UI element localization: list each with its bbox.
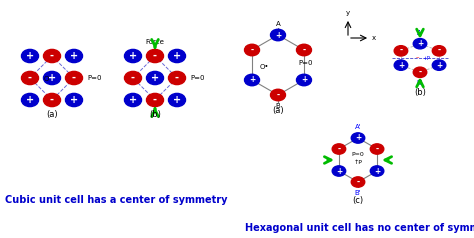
Text: y: y bbox=[346, 10, 350, 16]
Ellipse shape bbox=[332, 166, 346, 176]
Text: Hexagonal unit cell has no center of symmet: Hexagonal unit cell has no center of sym… bbox=[245, 223, 474, 233]
Ellipse shape bbox=[65, 93, 82, 107]
Ellipse shape bbox=[245, 74, 260, 86]
Ellipse shape bbox=[44, 71, 61, 84]
Ellipse shape bbox=[168, 50, 185, 63]
Text: -: - bbox=[400, 46, 402, 55]
Ellipse shape bbox=[21, 93, 38, 107]
Text: (b): (b) bbox=[149, 109, 161, 119]
Ellipse shape bbox=[370, 144, 384, 154]
Ellipse shape bbox=[44, 50, 61, 63]
Text: -: - bbox=[276, 90, 280, 99]
Ellipse shape bbox=[65, 71, 82, 84]
Text: +: + bbox=[398, 61, 404, 70]
Text: +: + bbox=[336, 167, 342, 175]
Text: -: - bbox=[302, 45, 306, 55]
Ellipse shape bbox=[432, 46, 446, 56]
Ellipse shape bbox=[351, 133, 365, 143]
Text: A': A' bbox=[417, 30, 423, 36]
Text: +: + bbox=[355, 134, 361, 143]
Text: +: + bbox=[374, 167, 380, 175]
Text: +: + bbox=[275, 30, 281, 40]
Text: (b): (b) bbox=[414, 88, 426, 97]
Ellipse shape bbox=[394, 46, 408, 56]
Text: Force: Force bbox=[146, 39, 164, 45]
Text: -: - bbox=[356, 178, 360, 187]
Text: -: - bbox=[250, 45, 254, 55]
Text: +: + bbox=[151, 73, 159, 83]
Text: P=0: P=0 bbox=[352, 153, 365, 158]
Ellipse shape bbox=[125, 93, 142, 107]
Text: P=0: P=0 bbox=[190, 75, 204, 81]
Ellipse shape bbox=[168, 93, 185, 107]
Text: -: - bbox=[175, 73, 179, 83]
Text: -: - bbox=[131, 73, 135, 83]
Text: +: + bbox=[249, 75, 255, 84]
Ellipse shape bbox=[432, 60, 446, 70]
Ellipse shape bbox=[394, 60, 408, 70]
Ellipse shape bbox=[245, 44, 260, 56]
Text: A: A bbox=[275, 21, 281, 27]
Text: -: - bbox=[153, 95, 157, 105]
Text: B': B' bbox=[417, 80, 423, 86]
Text: P=0: P=0 bbox=[298, 60, 312, 66]
Text: -: - bbox=[419, 68, 421, 77]
Ellipse shape bbox=[351, 177, 365, 187]
Ellipse shape bbox=[271, 89, 285, 101]
Ellipse shape bbox=[21, 71, 38, 84]
Text: A': A' bbox=[355, 124, 361, 130]
Text: (c): (c) bbox=[353, 195, 364, 204]
Ellipse shape bbox=[146, 71, 164, 84]
Text: B: B bbox=[275, 103, 281, 109]
Ellipse shape bbox=[370, 166, 384, 176]
Text: +: + bbox=[48, 73, 56, 83]
Ellipse shape bbox=[125, 50, 142, 63]
Text: x: x bbox=[372, 35, 376, 41]
Text: +: + bbox=[417, 39, 423, 48]
Ellipse shape bbox=[168, 71, 185, 84]
Ellipse shape bbox=[413, 39, 427, 49]
Text: -: - bbox=[50, 51, 54, 61]
Text: (a): (a) bbox=[272, 106, 284, 115]
Text: +: + bbox=[173, 95, 181, 105]
Text: (a): (a) bbox=[46, 109, 58, 119]
Text: O: O bbox=[43, 76, 49, 82]
Text: +: + bbox=[26, 51, 34, 61]
Text: -: - bbox=[50, 95, 54, 105]
Text: -: - bbox=[72, 73, 76, 83]
Text: B': B' bbox=[355, 190, 361, 196]
Ellipse shape bbox=[65, 50, 82, 63]
Ellipse shape bbox=[125, 71, 142, 84]
Text: -: - bbox=[337, 144, 340, 154]
Text: +: + bbox=[26, 95, 34, 105]
Text: -: - bbox=[438, 46, 441, 55]
Ellipse shape bbox=[21, 50, 38, 63]
Ellipse shape bbox=[413, 67, 427, 78]
Text: Cubic unit cell has a center of symmetry: Cubic unit cell has a center of symmetry bbox=[5, 195, 228, 205]
Text: -: - bbox=[375, 144, 379, 154]
Text: -: - bbox=[28, 73, 32, 83]
Text: –: – bbox=[415, 54, 419, 60]
Ellipse shape bbox=[271, 29, 285, 41]
Ellipse shape bbox=[332, 144, 346, 154]
Ellipse shape bbox=[146, 93, 164, 107]
Ellipse shape bbox=[146, 50, 164, 63]
Text: +: + bbox=[129, 51, 137, 61]
Text: +: + bbox=[129, 95, 137, 105]
Text: +: + bbox=[70, 95, 78, 105]
Text: +: + bbox=[301, 75, 307, 84]
Text: P=0: P=0 bbox=[87, 75, 101, 81]
Text: O•: O• bbox=[259, 64, 269, 70]
Text: +P: +P bbox=[422, 56, 430, 61]
Text: ↑P: ↑P bbox=[354, 160, 363, 165]
Text: +: + bbox=[173, 51, 181, 61]
Text: +: + bbox=[70, 51, 78, 61]
Text: +: + bbox=[436, 61, 442, 70]
Ellipse shape bbox=[44, 93, 61, 107]
Text: -: - bbox=[153, 51, 157, 61]
Ellipse shape bbox=[296, 74, 311, 86]
Ellipse shape bbox=[296, 44, 311, 56]
